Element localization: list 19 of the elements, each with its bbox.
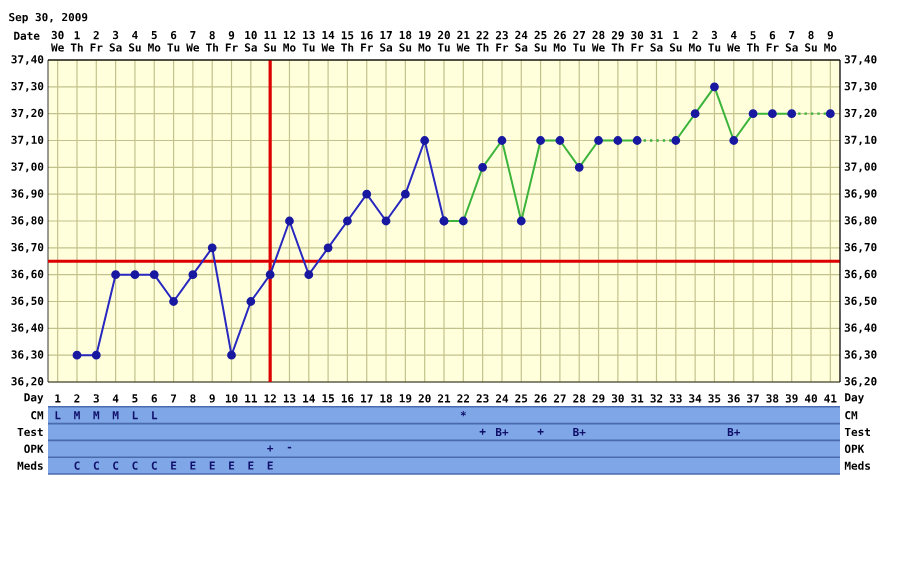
point xyxy=(400,189,410,199)
point xyxy=(149,270,159,280)
point xyxy=(169,297,178,306)
point xyxy=(323,243,333,253)
point xyxy=(188,270,198,280)
point xyxy=(304,270,314,280)
point xyxy=(207,243,217,253)
point xyxy=(72,350,82,360)
point xyxy=(381,216,391,226)
point xyxy=(246,297,256,306)
point xyxy=(91,350,101,360)
point xyxy=(111,270,121,280)
point xyxy=(130,270,140,280)
point xyxy=(285,216,294,226)
point xyxy=(265,270,275,280)
point xyxy=(343,216,352,226)
point xyxy=(420,136,430,145)
point xyxy=(227,350,236,360)
point xyxy=(362,189,372,199)
